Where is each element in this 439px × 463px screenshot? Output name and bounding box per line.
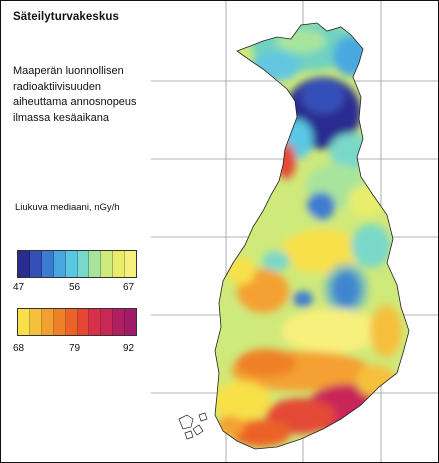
legend-high-min-label: 68	[13, 343, 25, 354]
legend-low-max-label: 67	[123, 282, 135, 293]
finland-radiation-map	[151, 1, 438, 462]
legend-swatch	[89, 309, 102, 335]
country-outline	[214, 22, 410, 450]
legend-swatch	[101, 309, 114, 335]
legend-high-mid-label: 79	[69, 343, 81, 354]
legend-swatch	[77, 251, 90, 277]
legend-swatch	[29, 251, 42, 277]
legend-swatch	[89, 251, 102, 277]
legend-high-max-label: 92	[123, 343, 135, 354]
legend-swatch	[65, 309, 78, 335]
legend-swatch	[18, 251, 30, 277]
org-title: Säteilyturvakeskus	[13, 11, 120, 23]
description-line: Maaperän luonnollisen	[13, 65, 124, 77]
legend-swatch	[29, 309, 42, 335]
legend-swatch	[65, 251, 78, 277]
map-description: Maaperän luonnollisen radioaktiivisuuden…	[13, 64, 163, 126]
description-line: aiheuttama annosnopeus	[13, 96, 137, 108]
legend-swatch	[41, 251, 54, 277]
legend-swatch	[53, 251, 66, 277]
legend-low-mid-label: 56	[69, 282, 81, 293]
legend-swatch	[125, 309, 137, 335]
legend-swatch	[41, 309, 54, 335]
legend-swatch	[101, 251, 114, 277]
legend-swatch	[125, 251, 137, 277]
legend-ramp-low	[17, 250, 137, 278]
description-line: ilmassa kesäaikana	[13, 111, 109, 124]
legend-swatch	[113, 251, 126, 277]
legend-swatch	[77, 309, 90, 335]
legend-low-min-label: 47	[13, 282, 25, 293]
legend-ramp-high	[17, 308, 137, 336]
description-line: radioaktiivisuuden	[13, 80, 102, 93]
aland-islands	[178, 412, 208, 440]
legend-swatch	[18, 309, 30, 335]
legend-swatch	[53, 309, 66, 335]
legend-title: Liukuva mediaani, nGy/h	[15, 202, 120, 213]
legend-swatch	[113, 309, 126, 335]
